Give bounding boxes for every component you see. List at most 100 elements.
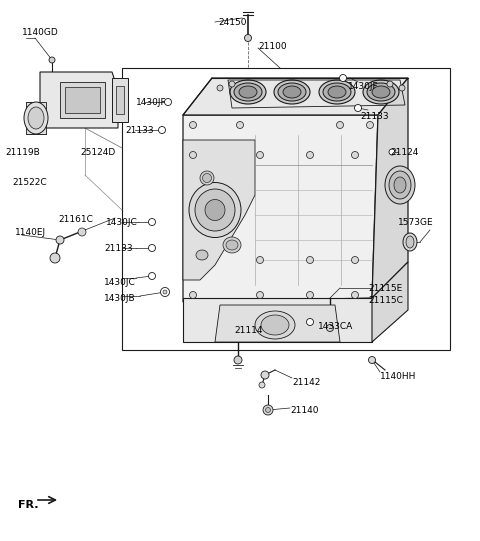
Circle shape bbox=[336, 122, 344, 129]
Polygon shape bbox=[215, 305, 340, 342]
Polygon shape bbox=[372, 78, 408, 298]
Text: 1430JC: 1430JC bbox=[106, 218, 138, 227]
Text: 21140: 21140 bbox=[290, 406, 319, 415]
Circle shape bbox=[256, 292, 264, 299]
Circle shape bbox=[217, 85, 223, 91]
Ellipse shape bbox=[255, 311, 295, 339]
Text: 1140GD: 1140GD bbox=[22, 28, 59, 37]
Circle shape bbox=[56, 236, 64, 244]
Bar bbox=[116, 86, 124, 114]
Circle shape bbox=[389, 149, 395, 155]
Text: 21133: 21133 bbox=[360, 112, 389, 121]
Ellipse shape bbox=[223, 237, 241, 253]
Circle shape bbox=[158, 127, 166, 134]
Text: 21115C: 21115C bbox=[368, 296, 403, 305]
Ellipse shape bbox=[234, 83, 262, 101]
Ellipse shape bbox=[226, 240, 238, 250]
Circle shape bbox=[351, 292, 359, 299]
Polygon shape bbox=[183, 115, 378, 302]
Circle shape bbox=[307, 256, 313, 263]
Ellipse shape bbox=[403, 233, 417, 251]
Circle shape bbox=[234, 356, 242, 364]
Ellipse shape bbox=[367, 83, 395, 101]
Text: 21522C: 21522C bbox=[12, 178, 47, 187]
Circle shape bbox=[256, 256, 264, 263]
Bar bbox=[60, 82, 105, 118]
Ellipse shape bbox=[200, 171, 214, 185]
Circle shape bbox=[190, 122, 196, 129]
Ellipse shape bbox=[389, 171, 411, 199]
Ellipse shape bbox=[230, 80, 266, 104]
Circle shape bbox=[237, 122, 243, 129]
Text: 21100: 21100 bbox=[258, 42, 287, 51]
Polygon shape bbox=[183, 298, 372, 342]
Bar bbox=[122, 68, 450, 350]
Text: 21133: 21133 bbox=[125, 126, 154, 135]
Circle shape bbox=[229, 81, 235, 87]
Text: 1430JB: 1430JB bbox=[104, 294, 136, 303]
Polygon shape bbox=[40, 72, 118, 128]
Ellipse shape bbox=[274, 80, 310, 104]
Ellipse shape bbox=[319, 80, 355, 104]
Circle shape bbox=[261, 371, 269, 379]
Circle shape bbox=[78, 228, 86, 236]
Text: 21124: 21124 bbox=[390, 148, 419, 157]
Circle shape bbox=[148, 273, 156, 280]
Ellipse shape bbox=[406, 236, 414, 248]
Ellipse shape bbox=[394, 177, 406, 193]
Polygon shape bbox=[183, 78, 408, 115]
Ellipse shape bbox=[239, 86, 257, 98]
Circle shape bbox=[244, 35, 252, 42]
Circle shape bbox=[326, 325, 334, 332]
Circle shape bbox=[355, 104, 361, 111]
Text: 21119B: 21119B bbox=[5, 148, 40, 157]
Text: 1430JC: 1430JC bbox=[104, 278, 136, 287]
Ellipse shape bbox=[205, 200, 225, 221]
Ellipse shape bbox=[203, 174, 212, 182]
Ellipse shape bbox=[372, 86, 390, 98]
Ellipse shape bbox=[196, 250, 208, 260]
Circle shape bbox=[49, 57, 55, 63]
Ellipse shape bbox=[363, 80, 399, 104]
Circle shape bbox=[307, 292, 313, 299]
Ellipse shape bbox=[278, 83, 306, 101]
Polygon shape bbox=[183, 140, 255, 280]
Text: 21133: 21133 bbox=[104, 244, 132, 253]
Bar bbox=[65, 87, 100, 113]
Text: 1140EJ: 1140EJ bbox=[15, 228, 46, 237]
Circle shape bbox=[190, 292, 196, 299]
Text: 25124D: 25124D bbox=[80, 148, 115, 157]
Text: 1433CA: 1433CA bbox=[318, 322, 353, 331]
Polygon shape bbox=[112, 78, 128, 122]
Ellipse shape bbox=[283, 86, 301, 98]
Polygon shape bbox=[372, 262, 408, 342]
Circle shape bbox=[256, 151, 264, 159]
Text: 21161C: 21161C bbox=[58, 215, 93, 224]
Text: 1430JF: 1430JF bbox=[348, 82, 379, 91]
Ellipse shape bbox=[28, 107, 44, 129]
Ellipse shape bbox=[24, 102, 48, 134]
Bar bbox=[26, 102, 46, 134]
Circle shape bbox=[399, 85, 405, 91]
Circle shape bbox=[351, 151, 359, 159]
Text: 21115E: 21115E bbox=[368, 284, 402, 293]
Circle shape bbox=[148, 219, 156, 226]
Circle shape bbox=[165, 98, 171, 105]
Circle shape bbox=[307, 319, 313, 326]
Circle shape bbox=[259, 382, 265, 388]
Circle shape bbox=[351, 256, 359, 263]
Circle shape bbox=[50, 253, 60, 263]
Circle shape bbox=[387, 81, 393, 87]
Circle shape bbox=[163, 290, 167, 294]
Text: 1573GE: 1573GE bbox=[398, 218, 433, 227]
Circle shape bbox=[369, 357, 375, 364]
Circle shape bbox=[265, 407, 271, 412]
Circle shape bbox=[148, 245, 156, 252]
Circle shape bbox=[263, 405, 273, 415]
Ellipse shape bbox=[189, 182, 241, 237]
Ellipse shape bbox=[323, 83, 351, 101]
Circle shape bbox=[367, 122, 373, 129]
Text: 1430JF: 1430JF bbox=[136, 98, 167, 107]
Circle shape bbox=[307, 151, 313, 159]
Text: 24150: 24150 bbox=[218, 18, 247, 27]
